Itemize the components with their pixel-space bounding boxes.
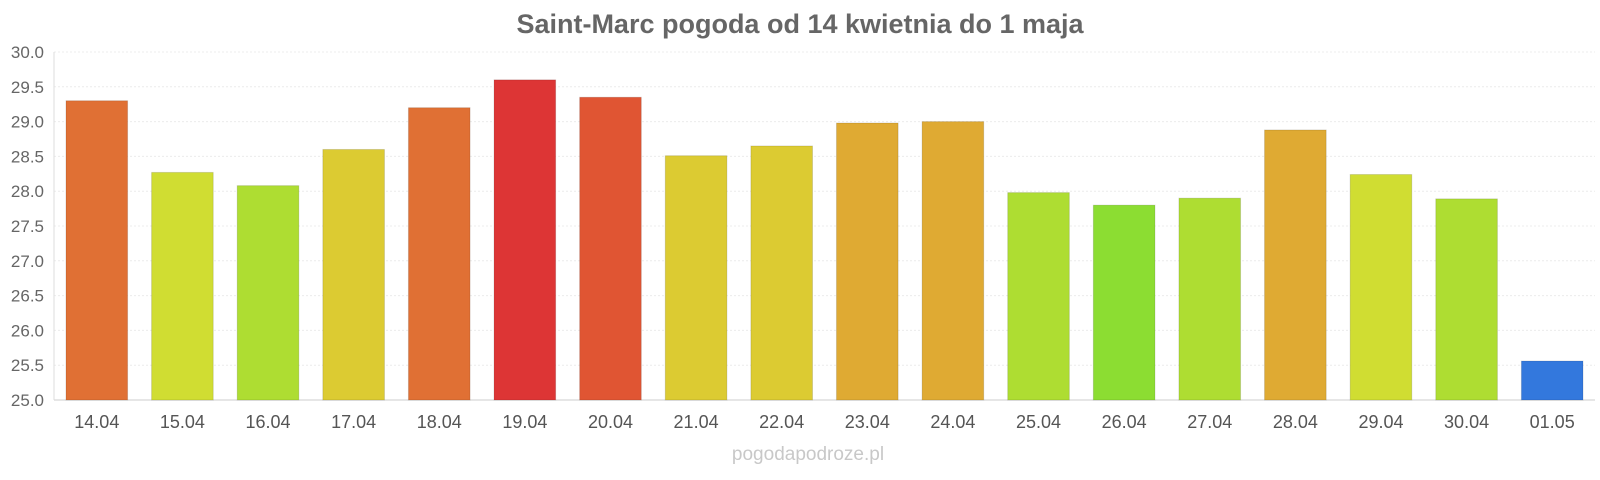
bar-27.04[interactable] bbox=[1178, 197, 1242, 401]
x-tick-label: 24.04 bbox=[930, 412, 975, 432]
bar-16.04[interactable] bbox=[236, 185, 300, 401]
bar-29.04[interactable] bbox=[1349, 173, 1413, 401]
y-tick-label: 29.0 bbox=[11, 113, 44, 132]
x-tick-label: 21.04 bbox=[674, 412, 719, 432]
bar-17.04[interactable] bbox=[322, 148, 385, 401]
y-tick-label: 29.5 bbox=[11, 78, 44, 97]
grid-lines bbox=[54, 51, 1595, 401]
bar-24.04[interactable] bbox=[921, 121, 985, 401]
y-tick-label: 30.0 bbox=[11, 43, 44, 62]
chart-title: Saint-Marc pogoda od 14 kwietnia do 1 ma… bbox=[516, 9, 1084, 39]
bar-30.04[interactable] bbox=[1435, 198, 1498, 401]
x-tick-label: 30.04 bbox=[1444, 412, 1489, 432]
bar-01.05[interactable] bbox=[1520, 360, 1584, 401]
x-tick-label: 19.04 bbox=[502, 412, 547, 432]
y-tick-label: 26.0 bbox=[11, 321, 44, 340]
y-axis: 25.0 25.5 26.0 26.5 27.0 27.5 28.0 28.5 29.0 29.5… bbox=[11, 43, 55, 410]
footer-watermark: pogodapodroze.pl bbox=[732, 444, 884, 465]
y-tick-label: 26.5 bbox=[11, 287, 44, 306]
bar-18.04[interactable] bbox=[407, 107, 471, 401]
y-tick-label: 27.5 bbox=[11, 217, 44, 236]
y-tick-label: 28.0 bbox=[11, 182, 44, 201]
x-tick-label: 15.04 bbox=[160, 412, 205, 432]
x-axis: 14.04 15.04 16.04 17.04 18.04 19.04 20.04 21.04… bbox=[74, 412, 1574, 432]
x-tick-label: 26.04 bbox=[1102, 412, 1147, 432]
x-tick-label: 27.04 bbox=[1187, 412, 1232, 432]
bar-20.04[interactable] bbox=[579, 96, 642, 401]
x-tick-label: 22.04 bbox=[759, 412, 804, 432]
x-tick-label: 01.05 bbox=[1530, 412, 1575, 432]
x-tick-label: 25.04 bbox=[1016, 412, 1061, 432]
bar-19.04[interactable] bbox=[493, 79, 557, 401]
x-tick-label: 17.04 bbox=[331, 412, 376, 432]
bar-21.04[interactable] bbox=[664, 155, 728, 401]
x-tick-label: 23.04 bbox=[845, 412, 890, 432]
x-tick-label: 28.04 bbox=[1273, 412, 1318, 432]
y-tick-label: 28.5 bbox=[11, 147, 44, 166]
bar-15.04[interactable] bbox=[151, 171, 214, 401]
x-tick-label: 20.04 bbox=[588, 412, 633, 432]
x-tick-label: 16.04 bbox=[246, 412, 291, 432]
bars bbox=[65, 79, 1584, 401]
x-tick-label: 29.04 bbox=[1358, 412, 1403, 432]
y-tick-label: 25.0 bbox=[11, 391, 44, 410]
bar-22.04[interactable] bbox=[750, 145, 814, 401]
y-tick-label: 25.5 bbox=[11, 356, 44, 375]
bar-14.04[interactable] bbox=[65, 100, 129, 401]
bar-28.04[interactable] bbox=[1264, 129, 1327, 401]
x-tick-label: 14.04 bbox=[74, 412, 119, 432]
x-tick-label: 18.04 bbox=[417, 412, 462, 432]
bar-23.04[interactable] bbox=[835, 122, 899, 401]
bar-25.04[interactable] bbox=[1007, 192, 1070, 401]
bar-26.04[interactable] bbox=[1092, 204, 1156, 401]
y-tick-label: 27.0 bbox=[11, 252, 44, 271]
